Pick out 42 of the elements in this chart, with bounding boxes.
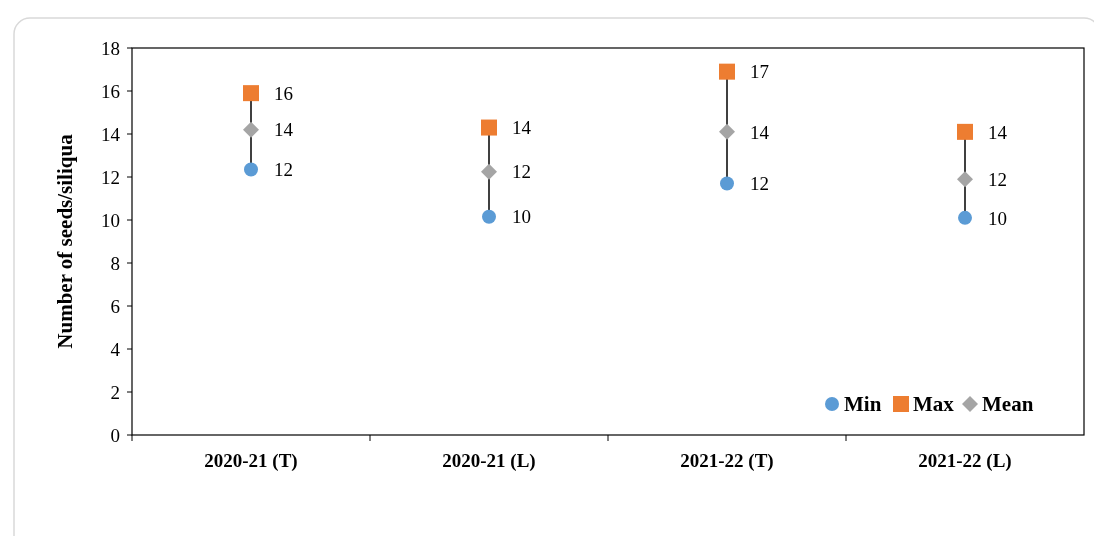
data-label: 17 [750, 61, 769, 83]
y-tick-label: 6 [110, 295, 120, 317]
data-label: 10 [512, 206, 531, 228]
y-tick-label: 14 [101, 123, 121, 145]
legend-label: Mean [982, 392, 1034, 417]
point [482, 209, 496, 224]
data-label: 12 [274, 159, 293, 181]
y-tick-label: 16 [101, 80, 120, 102]
point [719, 63, 735, 80]
data-label: 12 [750, 173, 769, 195]
y-axis-title: Number of seeds/siliqua [53, 133, 77, 349]
point [243, 85, 259, 102]
data-label: 12 [512, 161, 531, 183]
x-tick-label: 2020-21 (L) [442, 450, 536, 472]
data-label: 14 [988, 121, 1008, 143]
x-tick-label: 2021-22 (T) [680, 450, 774, 472]
y-tick-label: 8 [110, 252, 120, 274]
point [244, 162, 258, 177]
point [957, 171, 973, 188]
y-tick-label: 2 [110, 381, 120, 403]
point [957, 123, 973, 140]
data-label: 14 [512, 117, 532, 139]
y-tick-label: 10 [101, 209, 120, 231]
data-label: 16 [274, 82, 293, 104]
x-tick-label: 2021-22 (L) [918, 450, 1012, 472]
y-tick-label: 0 [110, 424, 120, 446]
y-tick-label: 4 [110, 338, 121, 360]
legend-label: Max [913, 392, 955, 417]
point [481, 119, 497, 136]
legend-label: Min [844, 392, 882, 417]
y-tick-label: 18 [101, 37, 120, 59]
point [719, 123, 735, 140]
point [243, 121, 259, 138]
data-label: 10 [988, 207, 1007, 229]
point [481, 163, 497, 180]
data-label: 14 [274, 119, 294, 141]
x-tick-label: 2020-21 (T) [204, 450, 298, 472]
data-label: 14 [750, 121, 770, 143]
y-tick-label: 12 [101, 166, 120, 188]
point [958, 210, 972, 225]
data-label: 12 [988, 168, 1007, 190]
point [720, 176, 734, 191]
